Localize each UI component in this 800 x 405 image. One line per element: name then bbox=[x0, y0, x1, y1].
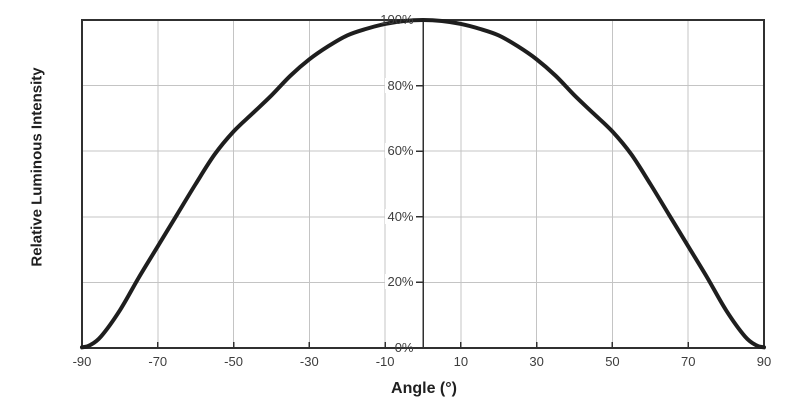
x-tick-label: -10 bbox=[375, 354, 395, 369]
x-tick-label: -90 bbox=[72, 354, 92, 369]
x-tick-label: -30 bbox=[299, 354, 319, 369]
intensity-curve bbox=[80, 18, 766, 350]
y-tick-label: 80% bbox=[385, 77, 416, 93]
y-axis-title: Relative Luminous Intensity bbox=[28, 67, 46, 267]
x-tick-label: 10 bbox=[453, 354, 469, 369]
y-tick-label: 40% bbox=[385, 208, 416, 224]
x-tick-label: 30 bbox=[529, 354, 544, 369]
x-tick-label: -70 bbox=[148, 354, 168, 369]
y-tick-label: 60% bbox=[385, 143, 416, 159]
x-tick-label: -50 bbox=[224, 354, 243, 369]
y-tick-label: 20% bbox=[385, 274, 416, 290]
x-tick-label: 90 bbox=[756, 354, 772, 369]
x-tick-label: 50 bbox=[605, 354, 620, 369]
y-tick-label: 0% bbox=[394, 340, 414, 355]
x-tick-label: 70 bbox=[680, 354, 696, 369]
x-axis-title: Angle (°) bbox=[391, 380, 457, 397]
y-tick-label: 100% bbox=[380, 12, 414, 27]
